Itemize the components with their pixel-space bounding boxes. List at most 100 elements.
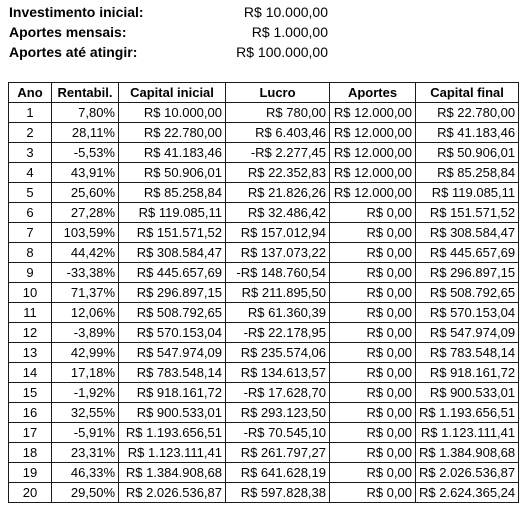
header-contributions[interactable]: Aportes: [329, 82, 416, 103]
cell-profit[interactable]: R$ 597.828,38: [225, 482, 330, 503]
cell-profit[interactable]: -R$ 17.628,70: [225, 382, 330, 403]
cell-profit[interactable]: -R$ 2.277,45: [225, 142, 330, 163]
cell-end-capital[interactable]: R$ 508.792,65: [414, 282, 520, 303]
cell-return[interactable]: 25,60%: [51, 182, 119, 203]
cell-end-capital[interactable]: R$ 918.161,72: [414, 362, 520, 383]
cell-end-capital[interactable]: R$ 296.897,15: [414, 262, 520, 283]
cell-contributions[interactable]: R$ 0,00: [329, 222, 416, 243]
cell-end-capital[interactable]: R$ 570.153,04: [414, 302, 520, 323]
cell-start-capital[interactable]: R$ 547.974,09: [118, 342, 226, 363]
cell-start-capital[interactable]: R$ 41.183,46: [118, 142, 226, 163]
cell-end-capital[interactable]: R$ 1.193.656,51: [414, 402, 520, 423]
cell-start-capital[interactable]: R$ 900.533,01: [118, 402, 226, 423]
cell-return[interactable]: 27,28%: [51, 202, 119, 223]
cell-end-capital[interactable]: R$ 22.780,00: [414, 102, 520, 123]
cell-contributions[interactable]: R$ 12.000,00: [329, 102, 416, 123]
cell-return[interactable]: -1,92%: [51, 382, 119, 403]
cell-return[interactable]: -33,38%: [51, 262, 119, 283]
cell-contributions[interactable]: R$ 0,00: [329, 262, 416, 283]
cell-return[interactable]: -5,53%: [51, 142, 119, 163]
header-year[interactable]: Ano: [8, 82, 52, 103]
cell-contributions[interactable]: R$ 0,00: [329, 242, 416, 263]
cell-end-capital[interactable]: R$ 2.624.365,24: [414, 482, 520, 503]
cell-year[interactable]: 4: [8, 162, 52, 183]
cell-year[interactable]: 9: [8, 262, 52, 283]
cell-year[interactable]: 15: [8, 382, 52, 403]
monthly-contribution-value[interactable]: R$ 1.000,00: [251, 24, 328, 40]
cell-start-capital[interactable]: R$ 1.123.111,41: [118, 442, 226, 463]
cell-profit[interactable]: R$ 641.628,19: [225, 462, 330, 483]
header-end-capital[interactable]: Capital final: [414, 82, 520, 103]
cell-profit[interactable]: R$ 261.797,27: [225, 442, 330, 463]
cell-contributions[interactable]: R$ 0,00: [329, 362, 416, 383]
cell-start-capital[interactable]: R$ 85.258,84: [118, 182, 226, 203]
cell-profit[interactable]: R$ 32.486,42: [225, 202, 330, 223]
cell-end-capital[interactable]: R$ 50.906,01: [414, 142, 520, 163]
cell-year[interactable]: 5: [8, 182, 52, 203]
cell-year[interactable]: 12: [8, 322, 52, 343]
cell-return[interactable]: 42,99%: [51, 342, 119, 363]
header-profit[interactable]: Lucro: [225, 82, 330, 103]
initial-investment-value[interactable]: R$ 10.000,00: [243, 4, 328, 20]
cell-year[interactable]: 7: [8, 222, 52, 243]
cell-start-capital[interactable]: R$ 50.906,01: [118, 162, 226, 183]
cell-year[interactable]: 16: [8, 402, 52, 423]
cell-return[interactable]: -3,89%: [51, 322, 119, 343]
cell-contributions[interactable]: R$ 12.000,00: [329, 142, 416, 163]
cell-end-capital[interactable]: R$ 547.974,09: [414, 322, 520, 343]
contribution-target-value[interactable]: R$ 100.000,00: [236, 44, 328, 60]
cell-profit[interactable]: R$ 137.073,22: [225, 242, 330, 263]
cell-start-capital[interactable]: R$ 783.548,14: [118, 362, 226, 383]
cell-contributions[interactable]: R$ 0,00: [329, 422, 416, 443]
cell-contributions[interactable]: R$ 0,00: [329, 322, 416, 343]
cell-start-capital[interactable]: R$ 1.193.656,51: [118, 422, 226, 443]
cell-return[interactable]: 43,91%: [51, 162, 119, 183]
header-return[interactable]: Rentabil.: [51, 82, 119, 103]
cell-return[interactable]: 46,33%: [51, 462, 119, 483]
cell-year[interactable]: 13: [8, 342, 52, 363]
cell-year[interactable]: 11: [8, 302, 52, 323]
cell-start-capital[interactable]: R$ 308.584,47: [118, 242, 226, 263]
cell-year[interactable]: 14: [8, 362, 52, 383]
cell-return[interactable]: 7,80%: [51, 102, 119, 123]
cell-contributions[interactable]: R$ 12.000,00: [329, 122, 416, 143]
cell-start-capital[interactable]: R$ 445.657,69: [118, 262, 226, 283]
cell-start-capital[interactable]: R$ 119.085,11: [118, 202, 226, 223]
cell-profit[interactable]: R$ 6.403,46: [225, 122, 330, 143]
cell-year[interactable]: 6: [8, 202, 52, 223]
cell-contributions[interactable]: R$ 0,00: [329, 402, 416, 423]
cell-end-capital[interactable]: R$ 308.584,47: [414, 222, 520, 243]
cell-profit[interactable]: R$ 21.826,26: [225, 182, 330, 203]
cell-return[interactable]: 103,59%: [51, 222, 119, 243]
cell-end-capital[interactable]: R$ 119.085,11: [414, 182, 520, 203]
cell-year[interactable]: 10: [8, 282, 52, 303]
cell-end-capital[interactable]: R$ 1.384.908,68: [414, 442, 520, 463]
cell-return[interactable]: 28,11%: [51, 122, 119, 143]
cell-return[interactable]: 29,50%: [51, 482, 119, 503]
cell-contributions[interactable]: R$ 0,00: [329, 482, 416, 503]
cell-return[interactable]: 44,42%: [51, 242, 119, 263]
cell-return[interactable]: 17,18%: [51, 362, 119, 383]
cell-year[interactable]: 2: [8, 122, 52, 143]
cell-contributions[interactable]: R$ 0,00: [329, 462, 416, 483]
cell-profit[interactable]: R$ 157.012,94: [225, 222, 330, 243]
cell-year[interactable]: 1: [8, 102, 52, 123]
cell-start-capital[interactable]: R$ 1.384.908,68: [118, 462, 226, 483]
cell-year[interactable]: 17: [8, 422, 52, 443]
cell-year[interactable]: 18: [8, 442, 52, 463]
cell-contributions[interactable]: R$ 0,00: [329, 282, 416, 303]
cell-return[interactable]: 32,55%: [51, 402, 119, 423]
cell-contributions[interactable]: R$ 0,00: [329, 442, 416, 463]
cell-end-capital[interactable]: R$ 445.657,69: [414, 242, 520, 263]
cell-start-capital[interactable]: R$ 10.000,00: [118, 102, 226, 123]
cell-end-capital[interactable]: R$ 85.258,84: [414, 162, 520, 183]
cell-profit[interactable]: R$ 293.123,50: [225, 402, 330, 423]
cell-end-capital[interactable]: R$ 1.123.111,41: [414, 422, 520, 443]
cell-profit[interactable]: R$ 22.352,83: [225, 162, 330, 183]
cell-profit[interactable]: -R$ 148.760,54: [225, 262, 330, 283]
cell-year[interactable]: 3: [8, 142, 52, 163]
cell-contributions[interactable]: R$ 12.000,00: [329, 162, 416, 183]
cell-start-capital[interactable]: R$ 296.897,15: [118, 282, 226, 303]
cell-contributions[interactable]: R$ 0,00: [329, 382, 416, 403]
cell-end-capital[interactable]: R$ 783.548,14: [414, 342, 520, 363]
